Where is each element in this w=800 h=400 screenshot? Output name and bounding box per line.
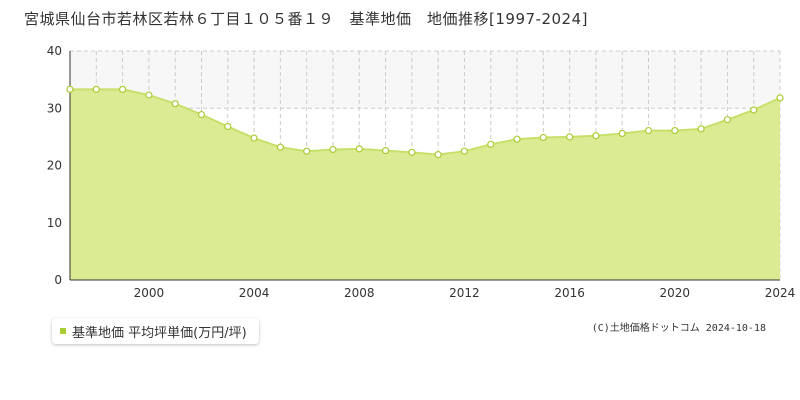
- data-point: [539, 133, 547, 142]
- legend-swatch: [60, 328, 66, 334]
- data-point: [66, 85, 74, 93]
- y-tick-label: 10: [47, 216, 62, 230]
- y-tick-label: 20: [47, 159, 62, 173]
- data-point: [487, 140, 495, 148]
- y-tick-label: 40: [47, 44, 62, 58]
- data-point: [92, 85, 100, 93]
- data-point: [566, 133, 574, 141]
- data-point: [118, 85, 127, 93]
- data-point: [408, 148, 416, 156]
- data-point: [513, 135, 521, 143]
- data-point: [355, 145, 363, 153]
- x-tick-label: 2004: [239, 286, 270, 300]
- y-tick-label: 0: [54, 273, 62, 287]
- data-point: [329, 145, 337, 154]
- x-tick-label: 2012: [449, 286, 480, 300]
- data-point: [460, 147, 469, 155]
- data-point: [723, 116, 732, 124]
- data-point: [303, 147, 311, 155]
- chart-title: 宮城県仙台市若林区若林６丁目１０５番１９ 基準地価 地価推移[1997-2024…: [24, 10, 588, 28]
- data-point: [276, 143, 284, 151]
- plot-band: [70, 51, 780, 109]
- data-point: [381, 147, 390, 155]
- data-point: [592, 132, 600, 140]
- copyright-text: (C)土地価格ドットコム 2024-10-18: [591, 323, 766, 334]
- x-tick-label: 2024: [765, 286, 796, 300]
- x-tick-label: 2016: [554, 286, 585, 300]
- data-point: [224, 122, 232, 131]
- x-tick-label: 2008: [344, 286, 375, 300]
- data-point: [776, 94, 784, 102]
- data-point: [434, 151, 442, 159]
- series-line: [70, 88, 781, 156]
- data-point: [697, 125, 705, 133]
- data-point: [618, 129, 626, 138]
- area-fill: [70, 89, 780, 280]
- data-point: [197, 110, 206, 119]
- legend-label: 基準地価 平均坪単価(万円/坪): [72, 325, 247, 341]
- data-point: [250, 134, 258, 142]
- data-point: [145, 91, 153, 99]
- data-point: [750, 106, 758, 114]
- x-tick-label: 2020: [660, 286, 691, 300]
- y-tick-label: 30: [47, 101, 62, 115]
- data-point: [671, 126, 679, 135]
- x-tick-label: 2000: [134, 286, 165, 300]
- legend: 基準地価 平均坪単価(万円/坪): [52, 318, 259, 344]
- data-point: [171, 100, 179, 108]
- data-point: [644, 126, 653, 135]
